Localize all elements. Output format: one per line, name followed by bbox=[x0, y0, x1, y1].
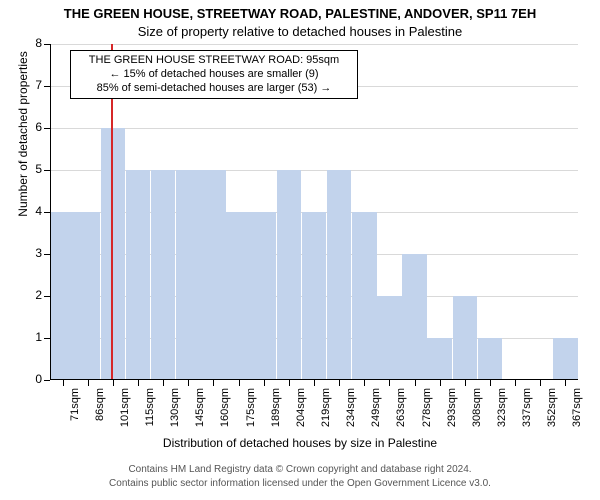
xtick-label: 293sqm bbox=[446, 388, 458, 438]
x-axis-line bbox=[50, 379, 578, 380]
xtick-label: 160sqm bbox=[219, 388, 231, 438]
xtick-label: 337sqm bbox=[521, 388, 533, 438]
bar bbox=[176, 170, 201, 380]
xtick-label: 308sqm bbox=[471, 388, 483, 438]
xtick-mark bbox=[440, 380, 441, 386]
ytick-label: 3 bbox=[24, 246, 42, 260]
bar bbox=[226, 212, 251, 380]
bar bbox=[377, 296, 402, 380]
xtick-mark bbox=[63, 380, 64, 386]
xtick-label: 175sqm bbox=[245, 388, 257, 438]
gridline bbox=[50, 128, 578, 129]
xtick-mark bbox=[113, 380, 114, 386]
ytick-label: 7 bbox=[24, 78, 42, 92]
xtick-mark bbox=[565, 380, 566, 386]
bar bbox=[553, 338, 578, 380]
bar bbox=[427, 338, 452, 380]
xtick-label: 278sqm bbox=[421, 388, 433, 438]
xtick-label: 101sqm bbox=[119, 388, 131, 438]
bar bbox=[201, 170, 226, 380]
xtick-label: 323sqm bbox=[496, 388, 508, 438]
ytick-label: 0 bbox=[24, 372, 42, 386]
bar bbox=[277, 170, 302, 380]
xtick-mark bbox=[415, 380, 416, 386]
xtick-label: 71sqm bbox=[69, 388, 81, 438]
ytick-label: 1 bbox=[24, 330, 42, 344]
xtick-mark bbox=[515, 380, 516, 386]
xtick-label: 86sqm bbox=[94, 388, 106, 438]
bar bbox=[302, 212, 327, 380]
bar bbox=[101, 128, 126, 380]
xtick-mark bbox=[138, 380, 139, 386]
xtick-mark bbox=[364, 380, 365, 386]
xtick-mark bbox=[289, 380, 290, 386]
xtick-mark bbox=[88, 380, 89, 386]
annotation-line: ← 15% of detached houses are smaller (9) bbox=[77, 68, 351, 82]
chart-title-sub: Size of property relative to detached ho… bbox=[0, 24, 600, 39]
ytick-mark bbox=[44, 380, 50, 381]
xtick-mark bbox=[264, 380, 265, 386]
xtick-mark bbox=[339, 380, 340, 386]
xtick-mark bbox=[163, 380, 164, 386]
xtick-mark bbox=[490, 380, 491, 386]
xtick-label: 234sqm bbox=[345, 388, 357, 438]
ytick-label: 8 bbox=[24, 36, 42, 50]
xtick-mark bbox=[540, 380, 541, 386]
xtick-mark bbox=[213, 380, 214, 386]
gridline bbox=[50, 44, 578, 45]
y-axis-line bbox=[50, 44, 51, 380]
ytick-label: 2 bbox=[24, 288, 42, 302]
chart-title-main: THE GREEN HOUSE, STREETWAY ROAD, PALESTI… bbox=[0, 6, 600, 21]
bar bbox=[151, 170, 176, 380]
xtick-mark bbox=[188, 380, 189, 386]
x-axis-label: Distribution of detached houses by size … bbox=[0, 436, 600, 450]
bar bbox=[50, 212, 75, 380]
xtick-mark bbox=[239, 380, 240, 386]
xtick-label: 130sqm bbox=[169, 388, 181, 438]
bar bbox=[327, 170, 352, 380]
bar bbox=[251, 212, 276, 380]
annotation-box: THE GREEN HOUSE STREETWAY ROAD: 95sqm← 1… bbox=[70, 50, 358, 99]
xtick-label: 145sqm bbox=[194, 388, 206, 438]
bar bbox=[402, 254, 427, 380]
bar bbox=[478, 338, 503, 380]
xtick-label: 263sqm bbox=[395, 388, 407, 438]
annotation-line: 85% of semi-detached houses are larger (… bbox=[77, 82, 351, 96]
xtick-label: 189sqm bbox=[270, 388, 282, 438]
xtick-mark bbox=[389, 380, 390, 386]
ytick-label: 4 bbox=[24, 204, 42, 218]
bar bbox=[453, 296, 478, 380]
xtick-label: 249sqm bbox=[370, 388, 382, 438]
xtick-label: 204sqm bbox=[295, 388, 307, 438]
xtick-label: 367sqm bbox=[571, 388, 583, 438]
footer-line-1: Contains HM Land Registry data © Crown c… bbox=[0, 464, 600, 475]
xtick-label: 115sqm bbox=[144, 388, 156, 438]
bar bbox=[352, 212, 377, 380]
xtick-mark bbox=[314, 380, 315, 386]
ytick-label: 6 bbox=[24, 120, 42, 134]
footer-line-2: Contains public sector information licen… bbox=[0, 478, 600, 489]
xtick-mark bbox=[465, 380, 466, 386]
annotation-line: THE GREEN HOUSE STREETWAY ROAD: 95sqm bbox=[77, 54, 351, 68]
xtick-label: 352sqm bbox=[546, 388, 558, 438]
bar bbox=[126, 170, 151, 380]
ytick-label: 5 bbox=[24, 162, 42, 176]
bar bbox=[75, 212, 100, 380]
xtick-label: 219sqm bbox=[320, 388, 332, 438]
